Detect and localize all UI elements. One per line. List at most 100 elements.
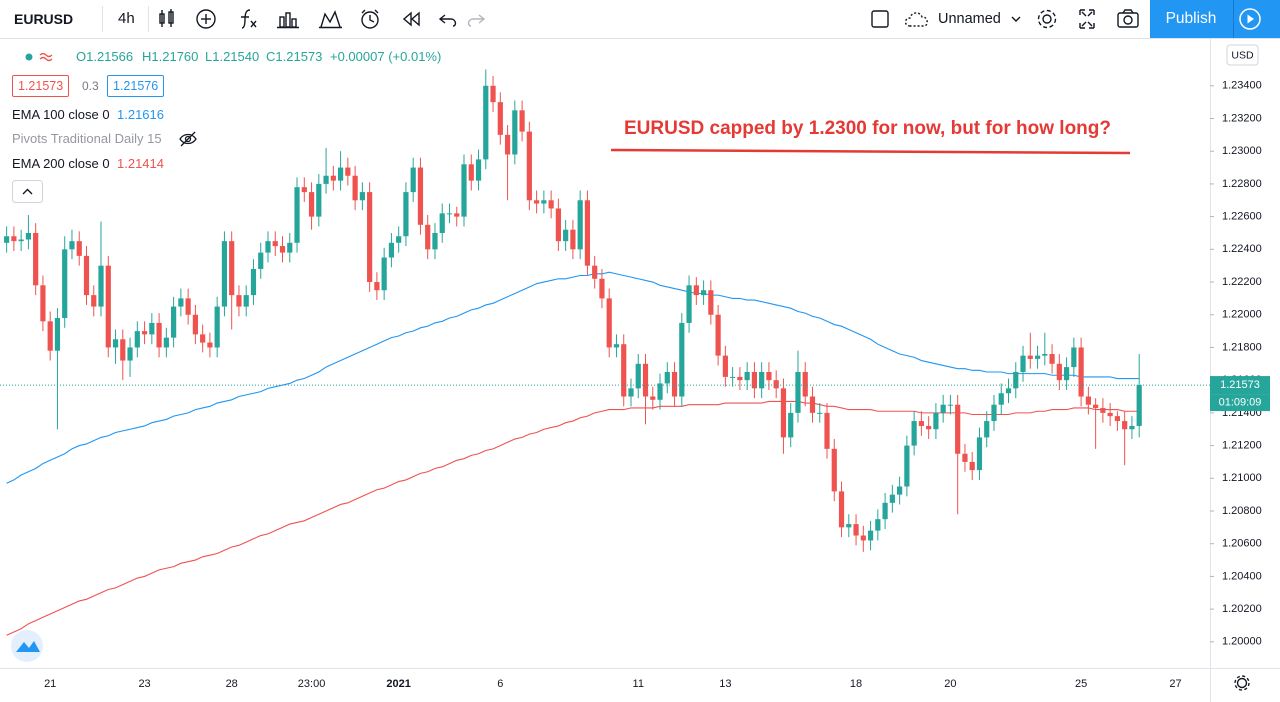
layouts-caret[interactable] [1011,16,1021,22]
annotation-text: EURUSD capped by 1.2300 for now, but for… [624,118,1111,139]
currency-box[interactable] [1226,44,1259,66]
candle-body [831,448,837,492]
candle-body [526,131,532,201]
candle-body [171,306,177,338]
fullscreen-icon[interactable] [1079,9,1095,29]
candle-body [555,208,561,242]
candle-body [33,232,39,286]
candle-body [730,376,736,378]
play-button[interactable] [1238,7,1264,33]
separator [1233,0,1234,38]
cloud-icon[interactable] [904,12,928,27]
candle-body [461,164,467,217]
y-tick-label: 1.21000 [1222,472,1262,484]
legend-high: H1.21760 [142,49,199,64]
candle-body [882,502,888,520]
candle-body [490,85,496,103]
legend-close: C1.21573 [266,49,323,64]
y-tick-label: 1.20000 [1222,636,1262,648]
candle-body [795,371,801,413]
interval-button[interactable]: 4h [118,10,135,27]
alert-icon[interactable] [361,9,379,29]
candle-body [403,192,409,237]
candle-body [955,404,961,454]
candle-body [330,175,336,181]
candle-body [25,232,32,240]
candle-body [308,192,315,217]
candle-body [817,412,823,414]
separator [148,6,149,32]
currency: USD [1231,49,1254,61]
layout-name[interactable]: Unnamed [938,11,1001,27]
candle-body [679,322,685,397]
candle-body [998,393,1004,405]
chart-style-icon[interactable] [159,9,174,27]
y-tick-label: 1.20600 [1222,538,1262,550]
publish-button[interactable]: Publish [1165,10,1217,27]
candle-body [657,383,663,400]
collapse-legend-button[interactable] [12,180,43,203]
candle-body [911,421,917,446]
settings-icon[interactable] [1037,9,1057,29]
candle-body [809,396,816,413]
candle-body [664,371,670,384]
candle-body [708,290,714,315]
candle-body [853,524,859,536]
financials-icon[interactable] [277,12,299,29]
candle-body [439,213,445,233]
countdown-label: 01:09:09 [1219,396,1262,408]
bid-box[interactable]: 1.21573 [12,75,70,97]
candle-body [432,232,438,250]
replay-icon[interactable] [402,11,420,27]
x-tick-label: 25 [1075,678,1087,690]
y-tick-label: 1.22200 [1222,276,1262,288]
ask-box[interactable]: 1.21576 [107,75,165,97]
candle-body [904,445,910,487]
candle-body [323,175,329,184]
candle-body [606,298,612,348]
candle-body [250,268,257,296]
candle-body [112,339,119,348]
candle-body [265,241,271,253]
y-tick-label: 1.22600 [1222,211,1262,223]
candle-body [984,421,990,438]
templates-icon[interactable] [319,10,342,29]
ema-line [6,271,1140,484]
candle-body [512,110,518,155]
y-tick-label: 1.21800 [1222,341,1262,353]
candle-body [105,265,111,348]
last-price-box [1210,376,1270,395]
symbol-button[interactable]: EURUSD [14,11,74,27]
candle-body [548,200,554,209]
undo-icon[interactable] [438,14,457,27]
candle-body [780,388,787,438]
candle-body [860,535,866,541]
legend-low: L1.21540 [205,49,260,64]
y-tick-label: 1.20800 [1222,505,1262,517]
candle-body [483,85,489,160]
separator [102,6,103,32]
candle-body [766,371,772,381]
candle-body [163,337,169,348]
candle-body [926,425,932,430]
compare-icon[interactable] [196,9,216,29]
candle-body [1107,412,1113,417]
candle-body [519,110,525,132]
candle-body [773,380,779,389]
layout-icon[interactable] [871,10,889,28]
candle-body [337,167,344,181]
candle-body [62,249,68,319]
candle-body [236,295,242,307]
hidden-eye-icon[interactable] [178,130,200,148]
publish-area [1150,0,1280,38]
candle-body [200,334,206,343]
candle-body [1013,371,1019,389]
indicators-icon[interactable] [241,9,257,29]
candle-body [563,229,569,242]
snapshot-icon[interactable] [1117,9,1139,28]
settings-icon[interactable] [1234,675,1250,691]
candle-body [410,167,416,193]
candle-body [824,412,830,449]
redo-icon[interactable] [467,14,486,27]
